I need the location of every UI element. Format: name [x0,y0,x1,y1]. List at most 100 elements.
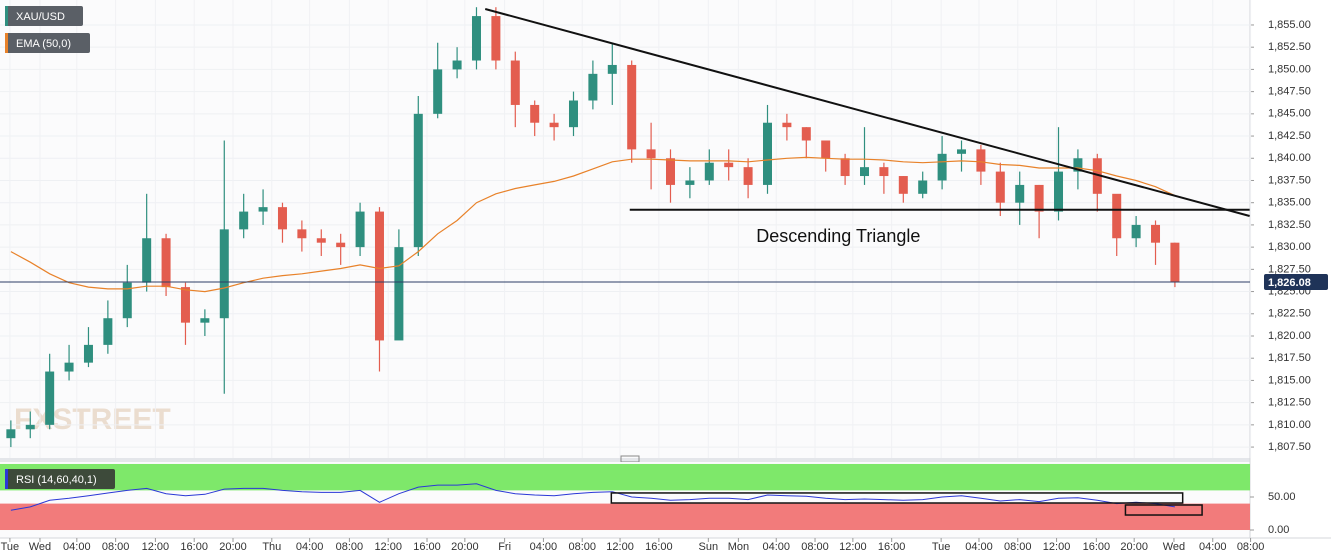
trend-line [484,8,1250,217]
y-tick-label: 1,855.00 [1268,19,1311,31]
candle-body [918,180,928,194]
candle-body [316,238,326,243]
candle-body [627,64,637,150]
x-tick-label: 16:00 [180,541,208,553]
x-tick-label: 12:00 [606,541,634,553]
x-tick-label: Wed [29,541,51,553]
annotation: Descending Triangle [756,226,920,246]
candle-body [471,16,481,61]
candle-body [743,167,753,185]
legend-swatch [5,33,8,53]
candle-body [782,122,792,128]
x-tick-label: 16:00 [878,541,906,553]
candle-body [433,69,443,114]
candle-body [1054,171,1064,212]
price-tag [1264,273,1328,290]
candle-body [1151,224,1161,243]
x-tick-label: 16:00 [1083,541,1111,553]
x-tick-label: 08:00 [102,541,130,553]
candle-body [530,104,540,123]
candle-body [1131,224,1141,239]
legend-label: XAU/USD [16,11,65,23]
candle-body [297,229,307,239]
x-tick-label: Thu [262,541,281,553]
candle-body [219,229,229,319]
x-tick-label: Mon [728,541,749,553]
y-tick-label: 1,817.50 [1268,352,1311,364]
x-tick-label: 08:00 [336,541,364,553]
legend-swatch [5,6,8,26]
candle-body [491,16,501,61]
rsi-line [10,483,1175,511]
candle-body [45,371,55,425]
candle-body [898,176,908,194]
candle-body [122,282,132,319]
x-tick-label: 16:00 [645,541,673,553]
candle-body [549,122,559,128]
candle-body [1170,242,1180,282]
x-tick-label: Sun [699,541,719,553]
y-tick-label: 1,822.50 [1268,308,1311,320]
candle-body [607,64,617,74]
y-tick-label: 50.00 [1268,491,1296,503]
x-tick-label: Wed [1163,541,1185,553]
candle-body [510,60,520,105]
y-tick-label: 1,807.50 [1268,441,1311,453]
candle-body [6,429,16,439]
candle-body [937,153,947,181]
y-tick-label: 1,832.50 [1268,219,1311,231]
candle-body [995,171,1005,203]
candle-body [665,158,675,185]
x-tick-label: 04:00 [762,541,790,553]
candle-body [1092,158,1102,194]
legend-box [5,33,90,53]
rsi-band [0,503,1250,531]
price-tag-label: 1,826.08 [1268,277,1311,289]
candle-body [1112,193,1122,239]
candle-body [762,122,772,185]
x-tick-label: 08:00 [801,541,829,553]
y-tick-label: 1,845.00 [1268,108,1311,120]
x-tick-label: 08:00 [568,541,596,553]
x-tick-label: 08:00 [1004,541,1032,553]
candle-body [976,149,986,172]
candle-body [452,60,462,70]
candle-body [200,318,210,323]
x-tick-label: 04:00 [1199,541,1227,553]
y-tick-label: 1,840.00 [1268,152,1311,164]
candle-body [860,167,870,177]
candle-body [25,424,35,430]
ema-line [10,156,1176,293]
x-tick-label: 20:00 [1120,541,1148,553]
y-tick-label: 1,812.50 [1268,397,1311,409]
candle-body [1015,184,1025,203]
y-tick-label: 1,835.00 [1268,197,1311,209]
x-tick-label: Tue [1,541,20,553]
x-tick-label: 12:00 [1043,541,1071,553]
x-tick-label: 04:00 [530,541,558,553]
candle-body [83,344,93,363]
x-tick-label: 16:00 [413,541,441,553]
x-tick-label: 12:00 [374,541,402,553]
candle-body [277,207,287,230]
pane-separator [0,458,1250,462]
candle-body [355,211,365,248]
candle-body [685,180,695,185]
candle-body [646,149,656,159]
y-tick-label: 1,852.50 [1268,41,1311,53]
y-tick-label: 1,850.00 [1268,63,1311,75]
candle-body [336,242,346,248]
price-pane [0,0,1250,458]
x-tick-label: 12:00 [839,541,867,553]
y-tick-label: 1,837.50 [1268,174,1311,186]
x-tick-label: 04:00 [965,541,993,553]
y-tick-label: 1,830.00 [1268,241,1311,253]
x-tick-label: 20:00 [451,541,479,553]
x-tick-label: 08:00 [1237,541,1265,553]
y-tick-label: 1,820.00 [1268,330,1311,342]
candle-body [1073,158,1083,172]
candle-body [64,362,74,372]
candle-body [840,158,850,177]
candle-body [821,140,831,159]
